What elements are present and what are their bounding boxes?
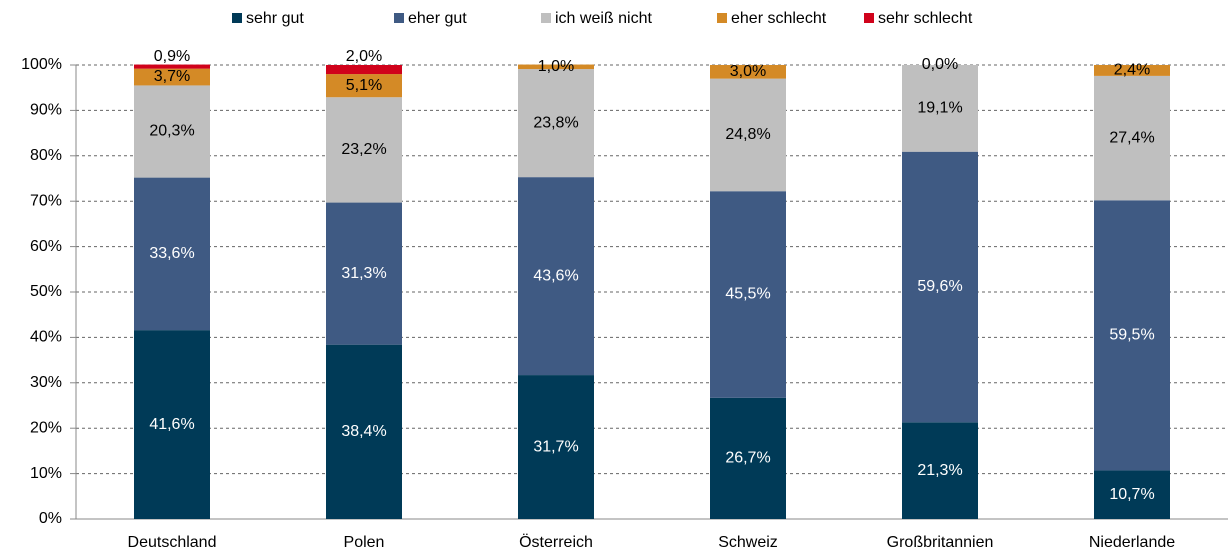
data-label: 31,3%	[341, 265, 386, 282]
legend-label: sehr gut	[246, 10, 304, 27]
data-label: 1,0%	[538, 58, 574, 75]
bar-segment	[518, 64, 594, 70]
bar-segment	[710, 65, 786, 79]
bar-segment	[326, 74, 402, 98]
bar-segment	[1094, 65, 1170, 76]
data-label: 5,1%	[346, 77, 382, 94]
bar-segment	[134, 64, 210, 69]
bar-segment	[902, 422, 978, 519]
bar-segment	[134, 85, 210, 178]
y-tick-label: 30%	[30, 374, 62, 391]
bar-segment	[518, 177, 594, 376]
x-tick-label: Niederlande	[1089, 534, 1175, 551]
x-tick-label: Deutschland	[128, 534, 217, 551]
bar-segment	[134, 177, 210, 331]
x-tick-label: Polen	[344, 534, 385, 551]
bar-segment	[326, 97, 402, 203]
data-label: 27,4%	[1109, 129, 1154, 146]
y-tick-label: 70%	[30, 192, 62, 209]
data-label: 59,5%	[1109, 327, 1154, 344]
data-label: 2,0%	[346, 48, 382, 65]
y-tick-label: 0%	[39, 510, 62, 527]
y-tick-label: 100%	[21, 56, 62, 73]
legend-swatch	[232, 13, 242, 23]
bar-segment	[326, 65, 402, 75]
data-label: 23,2%	[341, 141, 386, 158]
legend-label: eher schlecht	[731, 10, 827, 27]
data-label: 10,7%	[1109, 486, 1154, 503]
legend-swatch	[717, 13, 727, 23]
legend-swatch	[864, 13, 874, 23]
data-label: 26,7%	[725, 450, 770, 467]
legend-label: ich weiß nicht	[555, 10, 652, 27]
bar-segment	[710, 397, 786, 519]
y-tick-label: 60%	[30, 238, 62, 255]
bar-segment	[326, 344, 402, 519]
x-tick-label: Großbritannien	[887, 534, 994, 551]
data-label: 20,3%	[149, 123, 194, 140]
bar-segment	[326, 202, 402, 345]
y-tick-label: 20%	[30, 419, 62, 436]
bar-segment	[902, 151, 978, 423]
data-label: 19,1%	[917, 100, 962, 117]
data-label: 2,4%	[1114, 62, 1150, 79]
bar-segment	[1094, 470, 1170, 519]
data-label: 45,5%	[725, 286, 770, 303]
data-label: 23,8%	[533, 114, 578, 131]
legend-label: sehr schlecht	[878, 10, 973, 27]
bar-segment	[518, 375, 594, 519]
y-tick-label: 80%	[30, 147, 62, 164]
data-label: 41,6%	[149, 416, 194, 433]
bar-segment	[134, 330, 210, 519]
bar-segment	[1094, 75, 1170, 201]
data-label: 3,0%	[730, 63, 766, 80]
y-tick-label: 50%	[30, 283, 62, 300]
x-tick-label: Österreich	[519, 533, 593, 551]
data-label: 21,3%	[917, 462, 962, 479]
data-label: 0,0%	[922, 56, 958, 73]
bar-segment	[1094, 200, 1170, 471]
bar-segment	[518, 69, 594, 178]
bar-segment	[710, 191, 786, 398]
y-tick-label: 90%	[30, 102, 62, 119]
data-label: 3,7%	[154, 68, 190, 85]
data-label: 43,6%	[533, 267, 578, 284]
y-tick-label: 40%	[30, 329, 62, 346]
legend-label: eher gut	[408, 10, 467, 27]
data-label: 24,8%	[725, 126, 770, 143]
x-tick-label: Schweiz	[718, 534, 778, 551]
bar-segment	[134, 68, 210, 86]
data-label: 38,4%	[341, 423, 386, 440]
data-label: 0,9%	[154, 48, 190, 65]
data-label: 59,6%	[917, 278, 962, 295]
y-tick-label: 10%	[30, 465, 62, 482]
legend-swatch	[394, 13, 404, 23]
legend-swatch	[541, 13, 551, 23]
data-label: 33,6%	[149, 245, 194, 262]
bar-segment	[902, 65, 978, 152]
bar-segment	[710, 78, 786, 192]
data-label: 31,7%	[533, 438, 578, 455]
